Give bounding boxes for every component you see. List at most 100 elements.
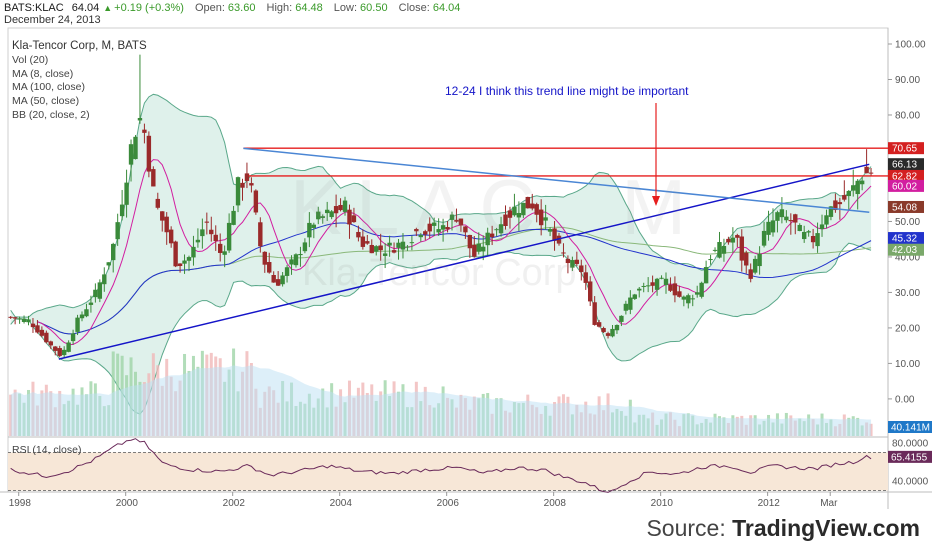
legend-item-ma100[interactable]: MA (100, close): [12, 81, 85, 94]
candle-body: [195, 239, 201, 243]
legend-item-ma50[interactable]: MA (50, close): [12, 95, 80, 108]
candle-body: [708, 259, 713, 261]
candle-body: [213, 234, 218, 242]
time-tick-label: 2008: [544, 498, 567, 509]
candle-body: [378, 245, 383, 251]
candle-body: [547, 229, 553, 232]
candle-body: [79, 314, 85, 319]
candle-body: [574, 259, 580, 264]
candle-body: [182, 260, 187, 264]
rsi-band-fill: [8, 452, 888, 491]
candle-body: [596, 322, 602, 327]
candle-body: [503, 214, 508, 226]
candle-body: [409, 242, 415, 244]
candle-body: [610, 328, 615, 337]
legend-item-bb[interactable]: BB (20, close, 2): [12, 108, 90, 121]
candle-body: [102, 274, 107, 285]
time-tick-label: Mar: [820, 498, 838, 509]
legend-item-volume[interactable]: Vol (20): [12, 53, 49, 66]
rsi-label-box: [888, 450, 932, 463]
price-tick-label: 80.00: [895, 110, 920, 121]
legend-title[interactable]: Kla-Tencor Corp, M, BATS: [12, 40, 147, 52]
candle-body: [855, 180, 860, 195]
candle-body: [244, 173, 250, 181]
candle-body: [467, 234, 473, 249]
candle-body: [164, 216, 169, 233]
source-credit: Source: TradingView.com: [646, 515, 920, 542]
candle-body: [472, 244, 477, 257]
rsi-legend[interactable]: RSI (14, close): [12, 444, 82, 456]
legend-item-ma8[interactable]: MA (8, close): [12, 67, 74, 80]
time-tick-label: 2010: [651, 498, 674, 509]
candle-body: [579, 265, 584, 272]
candle-body: [12, 317, 18, 319]
candle-body: [512, 206, 517, 216]
candle-body: [458, 218, 464, 226]
candle-body: [280, 275, 285, 285]
candle-body: [494, 229, 499, 231]
candle-body: [521, 202, 526, 216]
candle-body: [249, 183, 254, 186]
candle-body: [298, 253, 303, 256]
candle-body: [115, 222, 120, 240]
price-tick-label: 30.00: [895, 288, 920, 299]
candle-body: [302, 242, 308, 252]
candle-body: [200, 229, 205, 237]
candle-body: [619, 315, 624, 322]
candle-body: [730, 237, 736, 243]
bar-date: December 24, 2013: [4, 14, 101, 26]
candle-body: [356, 231, 361, 238]
candle-body: [61, 349, 67, 356]
symbol-header: BATS:KLAC 64.04 ▲ +0.19 (+0.3%) Open: 63.60 …: [4, 2, 468, 15]
candle-body: [525, 196, 530, 209]
rsi-label: 65.4155: [891, 452, 928, 463]
candle-body: [217, 243, 223, 253]
candle-body: [668, 284, 673, 291]
candle-body: [155, 198, 160, 208]
candle-body: [360, 236, 366, 247]
candle-body: [815, 233, 820, 247]
candle-body: [8, 316, 13, 318]
candle-body: [628, 297, 633, 310]
candle-body: [588, 281, 593, 302]
candle-body: [650, 282, 655, 286]
price-tick-label: 0.00: [895, 394, 915, 405]
candle-body: [382, 253, 388, 256]
candle-body: [142, 129, 147, 133]
candle-body: [748, 269, 753, 279]
candlesticks: [8, 54, 874, 359]
candle-body: [57, 348, 62, 356]
candle-body: [431, 222, 437, 226]
candle-body: [735, 235, 740, 238]
candle-body: [592, 302, 597, 325]
ma50-line: [37, 222, 872, 335]
candle-body: [806, 231, 811, 233]
time-tick-label: 2006: [437, 498, 460, 509]
candle-body: [436, 229, 441, 233]
candle-body: [623, 303, 629, 311]
candle-body: [289, 259, 294, 265]
candle-body: [534, 204, 539, 215]
candle-body: [258, 222, 263, 247]
candle-body: [677, 291, 682, 297]
candle-body: [797, 224, 802, 232]
trend-line-rising: [58, 163, 870, 360]
candle-body: [739, 236, 744, 261]
price-label: 66.13: [892, 160, 917, 171]
candle-body: [271, 275, 276, 283]
rsi-line: [10, 438, 872, 493]
time-tick-label: 2002: [223, 498, 246, 509]
watermark-ticker: KLAC, M: [290, 163, 701, 251]
candle-body: [414, 228, 419, 232]
open-label: Open:: [194, 2, 225, 14]
candle-body: [516, 212, 522, 218]
symbol[interactable]: BATS:KLAC: [4, 2, 64, 14]
price-tick-label: 10.00: [895, 359, 920, 370]
candle-body: [614, 324, 620, 331]
trendline-annotation[interactable]: 12-24 I think this trend line might be i…: [445, 84, 689, 98]
price-label-box: [888, 142, 924, 155]
candle-body: [106, 262, 111, 266]
low-value: 60.50: [360, 2, 388, 14]
volume-ma-area: [10, 365, 872, 436]
